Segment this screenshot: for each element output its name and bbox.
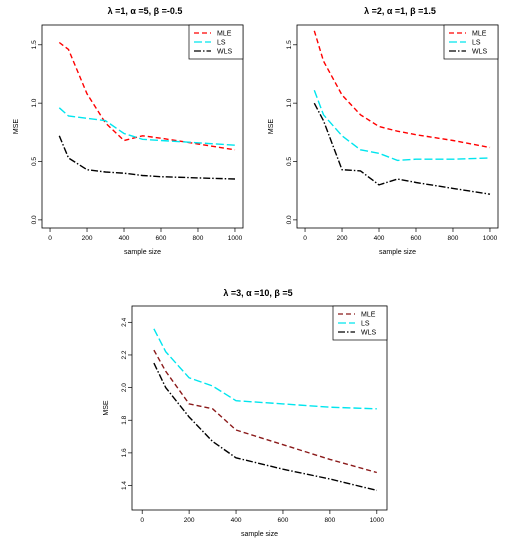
legend-label-ls: LS [472,40,481,47]
y-tick-label: 1.8 [121,415,128,424]
x-axis-label: sample size [241,531,278,538]
legend-label-wls: WLS [217,49,233,56]
series-line-mle [313,30,491,149]
series-line-ls [153,328,377,410]
x-tick-label: 800 [193,235,204,242]
legend-label-mle: MLE [472,31,487,38]
series-line-ls [58,107,236,146]
chart-title: λ =2, α =1, β =1.5 [364,6,436,16]
y-tick-label: 0.5 [31,157,38,166]
x-tick-label: 800 [448,235,459,242]
x-tick-label: 0 [303,235,307,242]
legend-label-wls: WLS [472,49,488,56]
series-line-mle [153,349,377,474]
y-tick-label: 1.6 [121,448,128,457]
x-tick-label: 800 [324,517,335,524]
series-line-mle [58,41,236,151]
legend-label-mle: MLE [361,312,376,319]
plot-frame [131,305,388,511]
x-tick-label: 1000 [370,517,385,524]
y-axis-label: MSE [13,119,20,135]
x-axis-label: sample size [379,249,416,256]
x-tick-label: 600 [278,517,289,524]
x-tick-label: 200 [337,235,348,242]
legend-label-wls: WLS [361,330,377,337]
chart-panel-3: λ =3, α =10, β =5 0 200 400 600 800 1000 1.4 1.6… [103,288,388,538]
x-axis-label: sample size [124,249,161,256]
y-tick-label: 1.0 [31,98,38,107]
chart-title: λ =1, α =5, β =-0.5 [108,6,183,16]
x-tick-label: 1000 [228,235,243,242]
x-tick-label: 600 [156,235,167,242]
y-tick-label: 0.0 [286,215,293,224]
chart-panel-1: λ =1, α =5, β =-0.5 0 200 400 600 800 1000 0.0 0… [13,6,244,256]
y-tick-label: 2.2 [121,350,128,359]
x-tick-label: 1000 [483,235,498,242]
y-tick-label: 2.4 [121,317,128,326]
chart-title: λ =3, α =10, β =5 [223,288,292,298]
x-tick-label: 0 [140,517,144,524]
y-axis-label: MSE [268,119,275,135]
x-tick-label: 200 [82,235,93,242]
y-tick-label: 1.5 [31,40,38,49]
y-tick-label: 2.0 [121,383,128,392]
legend-label-ls: LS [361,321,370,328]
x-tick-label: 400 [119,235,130,242]
series-line-ls [313,90,491,162]
x-tick-label: 0 [48,235,52,242]
y-tick-label: 1.5 [286,40,293,49]
x-tick-label: 600 [411,235,422,242]
series-line-wls [153,362,377,492]
plot-frame [41,24,244,229]
series-line-wls [313,102,491,195]
y-tick-label: 0.0 [31,215,38,224]
x-tick-label: 400 [374,235,385,242]
legend-label-mle: MLE [217,31,232,38]
legend-label-ls: LS [217,40,226,47]
y-tick-label: 1.0 [286,98,293,107]
y-tick-label: 1.4 [121,481,128,490]
series-line-wls [58,135,236,180]
x-tick-label: 200 [184,517,195,524]
x-tick-label: 400 [231,517,242,524]
plot-frame [296,24,499,229]
y-tick-label: 0.5 [286,157,293,166]
y-axis-label: MSE [103,400,110,416]
chart-panel-2: λ =2, α =1, β =1.5 0 200 400 600 800 1000 0.0 0.… [268,6,499,256]
